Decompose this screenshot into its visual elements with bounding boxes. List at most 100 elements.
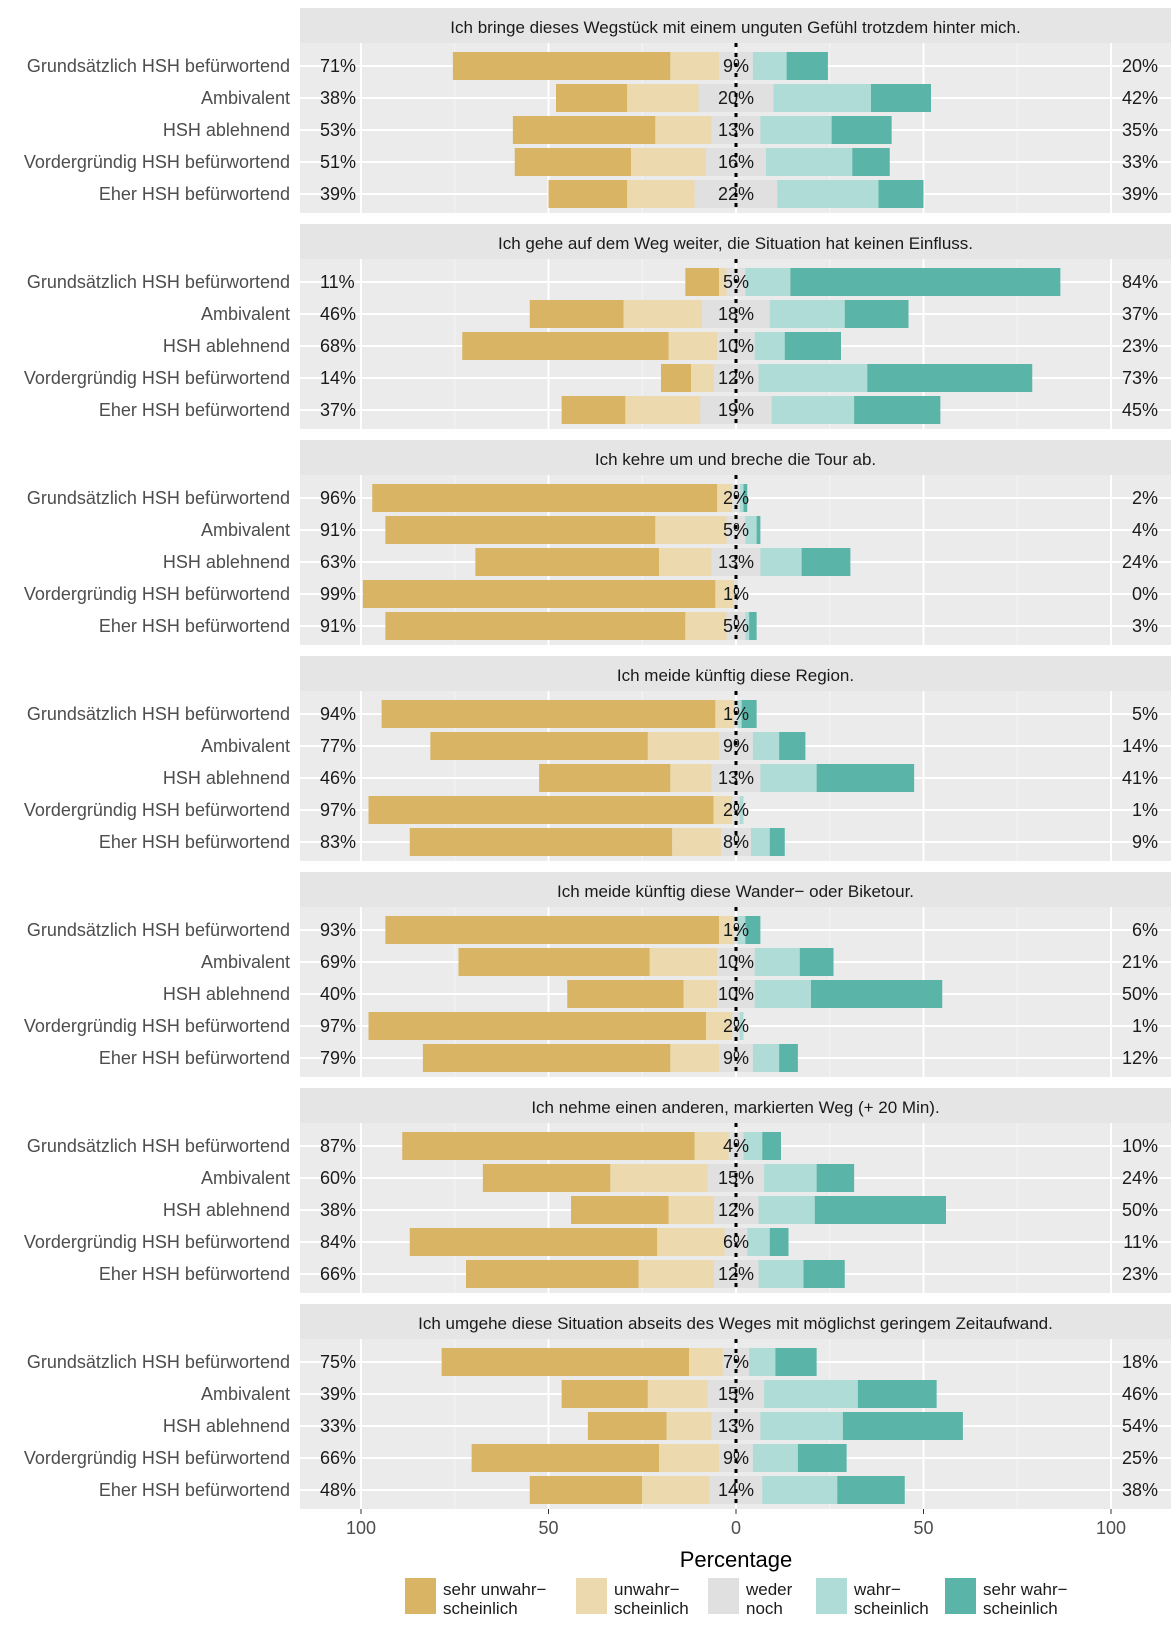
seg-wahrscheinlich — [747, 1228, 770, 1256]
seg-sehr-unwahrscheinlich — [529, 300, 624, 328]
category-label: HSH ablehnend — [163, 552, 290, 572]
seg-sehr-unwahrscheinlich — [441, 1348, 690, 1376]
seg-unwahrscheinlich — [715, 580, 735, 608]
seg-sehr-wahrscheinlich — [741, 700, 757, 728]
seg-unwahrscheinlich — [717, 484, 733, 512]
seg-wahrscheinlich — [777, 180, 879, 208]
percent-right-label: 18% — [1122, 1352, 1158, 1372]
facet-strip — [300, 1088, 1171, 1123]
percent-right-label: 0% — [1132, 584, 1158, 604]
seg-weder-noch — [734, 580, 738, 608]
percent-left-label: 38% — [320, 88, 356, 108]
seg-sehr-wahrscheinlich — [854, 396, 941, 424]
seg-wahrscheinlich — [745, 612, 750, 640]
percent-right-label: 33% — [1122, 152, 1158, 172]
percent-right-label: 5% — [1132, 704, 1158, 724]
seg-sehr-unwahrscheinlich — [587, 1412, 667, 1440]
seg-sehr-wahrscheinlich — [790, 268, 1061, 296]
percent-neutral-label: 12% — [718, 368, 754, 388]
facet-title: Ich meide künftig diese Region. — [617, 666, 854, 685]
seg-unwahrscheinlich — [631, 148, 706, 176]
x-tick-label: 0 — [731, 1518, 741, 1538]
percent-left-label: 97% — [320, 1016, 356, 1036]
seg-unwahrscheinlich — [647, 732, 720, 760]
facet-title: Ich meide künftig diese Wander− oder Bik… — [557, 882, 914, 901]
seg-sehr-wahrscheinlich — [769, 828, 785, 856]
legend-label-line2: scheinlich — [614, 1599, 689, 1618]
percent-left-label: 87% — [320, 1136, 356, 1156]
percent-neutral-label: 18% — [718, 304, 754, 324]
category-label: Vordergründig HSH befürwortend — [24, 584, 290, 604]
percent-right-label: 46% — [1122, 1384, 1158, 1404]
category-label: Eher HSH befürwortend — [99, 1048, 290, 1068]
category-label: Vordergründig HSH befürwortend — [24, 152, 290, 172]
seg-unwahrscheinlich — [694, 1132, 729, 1160]
seg-sehr-wahrscheinlich — [779, 732, 806, 760]
category-label: HSH ablehnend — [163, 984, 290, 1004]
category-label: Ambivalent — [201, 952, 290, 972]
percent-right-label: 14% — [1122, 736, 1158, 756]
x-tick-label: 100 — [1096, 1518, 1126, 1538]
seg-wahrscheinlich — [754, 332, 785, 360]
percent-right-label: 25% — [1122, 1448, 1158, 1468]
category-label: Ambivalent — [201, 736, 290, 756]
percent-left-label: 46% — [320, 304, 356, 324]
percent-left-label: 83% — [320, 832, 356, 852]
category-label: Grundsätzlich HSH befürwortend — [27, 272, 290, 292]
seg-sehr-wahrscheinlich — [837, 1476, 905, 1504]
seg-weder-noch — [711, 116, 761, 144]
seg-weder-noch — [732, 796, 740, 824]
seg-weder-noch — [702, 300, 770, 328]
seg-wahrscheinlich — [769, 300, 845, 328]
seg-weder-noch — [726, 516, 746, 544]
category-label: Grundsätzlich HSH befürwortend — [27, 704, 290, 724]
category-label: Ambivalent — [201, 1168, 290, 1188]
seg-wahrscheinlich — [751, 828, 770, 856]
percent-neutral-label: 13% — [718, 768, 754, 788]
seg-sehr-wahrscheinlich — [842, 1412, 963, 1440]
seg-unwahrscheinlich — [623, 300, 703, 328]
seg-wahrscheinlich — [766, 148, 853, 176]
facet-title: Ich umgehe diese Situation abseits des W… — [418, 1314, 1053, 1333]
seg-sehr-unwahrscheinlich — [462, 332, 669, 360]
facet-strip — [300, 1304, 1171, 1339]
seg-wahrscheinlich — [758, 364, 868, 392]
percent-neutral-label: 10% — [718, 984, 754, 1004]
facet-title: Ich kehre um und breche die Tour ab. — [595, 450, 876, 469]
seg-wahrscheinlich — [739, 484, 744, 512]
seg-sehr-unwahrscheinlich — [452, 52, 671, 80]
percent-left-label: 99% — [320, 584, 356, 604]
percent-left-label: 91% — [320, 520, 356, 540]
seg-wahrscheinlich — [739, 1012, 744, 1040]
seg-unwahrscheinlich — [706, 1012, 733, 1040]
seg-wahrscheinlich — [745, 516, 757, 544]
seg-wahrscheinlich — [752, 1044, 780, 1072]
seg-unwahrscheinlich — [683, 980, 718, 1008]
percent-neutral-label: 10% — [718, 336, 754, 356]
seg-wahrscheinlich — [760, 1412, 843, 1440]
percent-left-label: 11% — [320, 272, 355, 292]
percent-neutral-label: 15% — [718, 1384, 754, 1404]
legend-label-line1: sehr wahr− — [983, 1580, 1068, 1599]
legend-label-line2: scheinlich — [983, 1599, 1058, 1618]
percent-left-label: 66% — [320, 1264, 356, 1284]
seg-unwahrscheinlich — [691, 364, 714, 392]
seg-wahrscheinlich — [754, 948, 800, 976]
seg-sehr-wahrscheinlich — [878, 180, 924, 208]
seg-sehr-unwahrscheinlich — [571, 1196, 669, 1224]
percent-left-label: 37% — [320, 400, 356, 420]
percent-right-label: 50% — [1122, 1200, 1158, 1220]
category-label: Grundsätzlich HSH befürwortend — [27, 56, 290, 76]
seg-sehr-unwahrscheinlich — [362, 580, 716, 608]
category-label: HSH ablehnend — [163, 1200, 290, 1220]
seg-sehr-wahrscheinlich — [857, 1380, 937, 1408]
seg-sehr-wahrscheinlich — [844, 300, 909, 328]
facet-title: Ich bringe dieses Wegstück mit einem ung… — [450, 18, 1020, 37]
percent-right-label: 54% — [1122, 1416, 1158, 1436]
category-label: Eher HSH befürwortend — [99, 1264, 290, 1284]
seg-wahrscheinlich — [752, 1444, 798, 1472]
facet-strip — [300, 872, 1171, 907]
category-label: HSH ablehnend — [163, 1416, 290, 1436]
percent-left-label: 60% — [320, 1168, 356, 1188]
